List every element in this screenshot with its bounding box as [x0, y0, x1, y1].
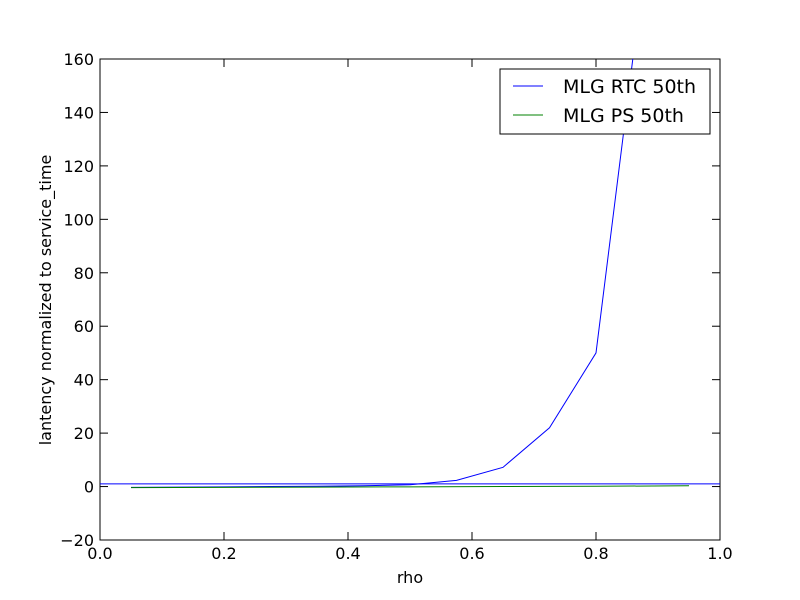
- y-tick-label: 120: [63, 157, 94, 176]
- y-tick-label: 60: [74, 317, 94, 336]
- legend-label: MLG RTC 50th: [563, 76, 696, 98]
- x-tick-label: 0.0: [87, 544, 112, 563]
- x-tick-label: 0.8: [583, 544, 608, 563]
- x-tick-label: 0.6: [459, 544, 484, 563]
- y-tick-label: −20: [60, 531, 94, 550]
- y-tick-label: 140: [63, 103, 94, 122]
- y-tick-label: 40: [74, 371, 94, 390]
- x-tick-label: 0.4: [335, 544, 360, 563]
- x-tick-label: 0.2: [211, 544, 236, 563]
- y-tick-label: 160: [63, 50, 94, 69]
- plot-frame: [99, 58, 721, 541]
- y-tick-label: 20: [74, 424, 94, 443]
- series-line: [130, 59, 634, 488]
- y-tick-label: 0: [84, 478, 94, 497]
- y-tick-label: 100: [63, 210, 94, 229]
- series-line: [130, 485, 690, 489]
- x-tick-label: 1.0: [707, 544, 732, 563]
- x-axis-label: rho: [397, 568, 423, 587]
- legend-box: [499, 68, 711, 135]
- plot-area: [100, 59, 720, 489]
- y-axis-label: lantency normalized to service_time: [36, 155, 56, 446]
- legend-label: MLG PS 50th: [563, 105, 684, 127]
- y-tick-label: 80: [74, 264, 94, 283]
